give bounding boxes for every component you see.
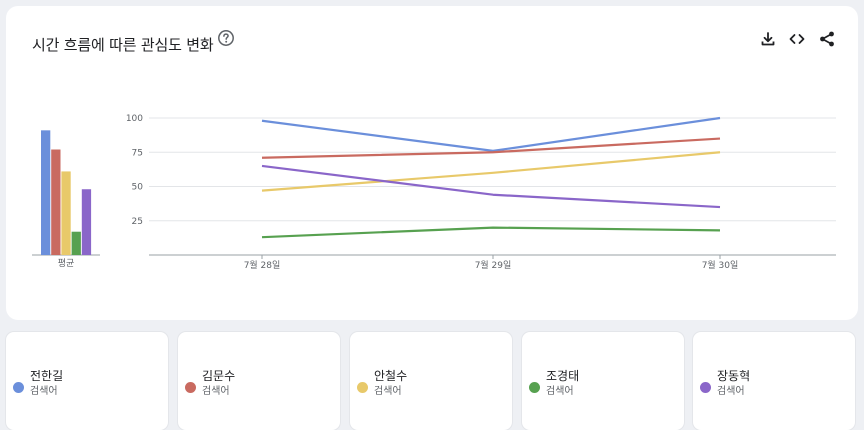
average-bar-5 [81,189,92,255]
y-tick-label: 75 [132,148,143,158]
series-line-2 [261,137,721,159]
legend-row: 전한길 검색어 김문수 검색어 안철수 검색어 조경태 검색어 장동혁 검색어 [6,332,858,430]
legend-color-dot [700,382,711,393]
legend-subtitle: 검색어 [717,386,745,397]
legend-term-name: 장동혁 [717,369,751,383]
average-bar-3 [61,171,71,255]
y-tick-label: 50 [132,183,144,193]
interest-over-time-card: 시간 흐름에 따른 관심도 변화 25 50 75 100 7월 28일 7월 29일 7월… [6,6,858,320]
legend-color-dot [13,382,24,393]
legend-subtitle: 검색어 [202,386,230,397]
series-line-3 [261,151,721,192]
chart-title: 시간 흐름에 따른 관심도 변화 [32,36,214,54]
legend-color-dot [529,382,540,393]
y-tick-label: 100 [126,114,143,124]
share-icon[interactable] [817,29,837,49]
legend-subtitle: 검색어 [374,386,402,397]
x-tick-label: 7월 30일 [702,259,739,271]
legend-color-dot [185,382,196,393]
legend-term-name: 김문수 [202,369,236,383]
x-tick-label: 7월 29일 [475,259,512,271]
download-icon[interactable] [758,29,778,49]
help-circle-icon[interactable] [217,29,235,47]
legend-term-name: 조경태 [546,369,580,383]
average-bar-2 [51,149,61,255]
series-line-5 [261,164,721,209]
interest-line-chart: 25 50 75 100 7월 28일 7월 29일 7월 30일 평균 [32,114,836,271]
legend-color-dot [357,382,368,393]
legend-subtitle: 검색어 [546,386,574,397]
average-bar-1 [41,130,51,255]
series-line-4 [261,226,721,239]
x-tick-label: 7월 28일 [244,259,281,271]
legend-term-name: 전한길 [30,369,64,383]
legend-term-name: 안철수 [374,369,408,383]
legend-subtitle: 검색어 [30,386,58,397]
average-bar-4 [71,231,81,255]
average-label: 평균 [58,258,75,269]
code-icon[interactable] [787,29,807,49]
series-line-1 [261,116,721,152]
y-tick-label: 25 [132,217,143,227]
